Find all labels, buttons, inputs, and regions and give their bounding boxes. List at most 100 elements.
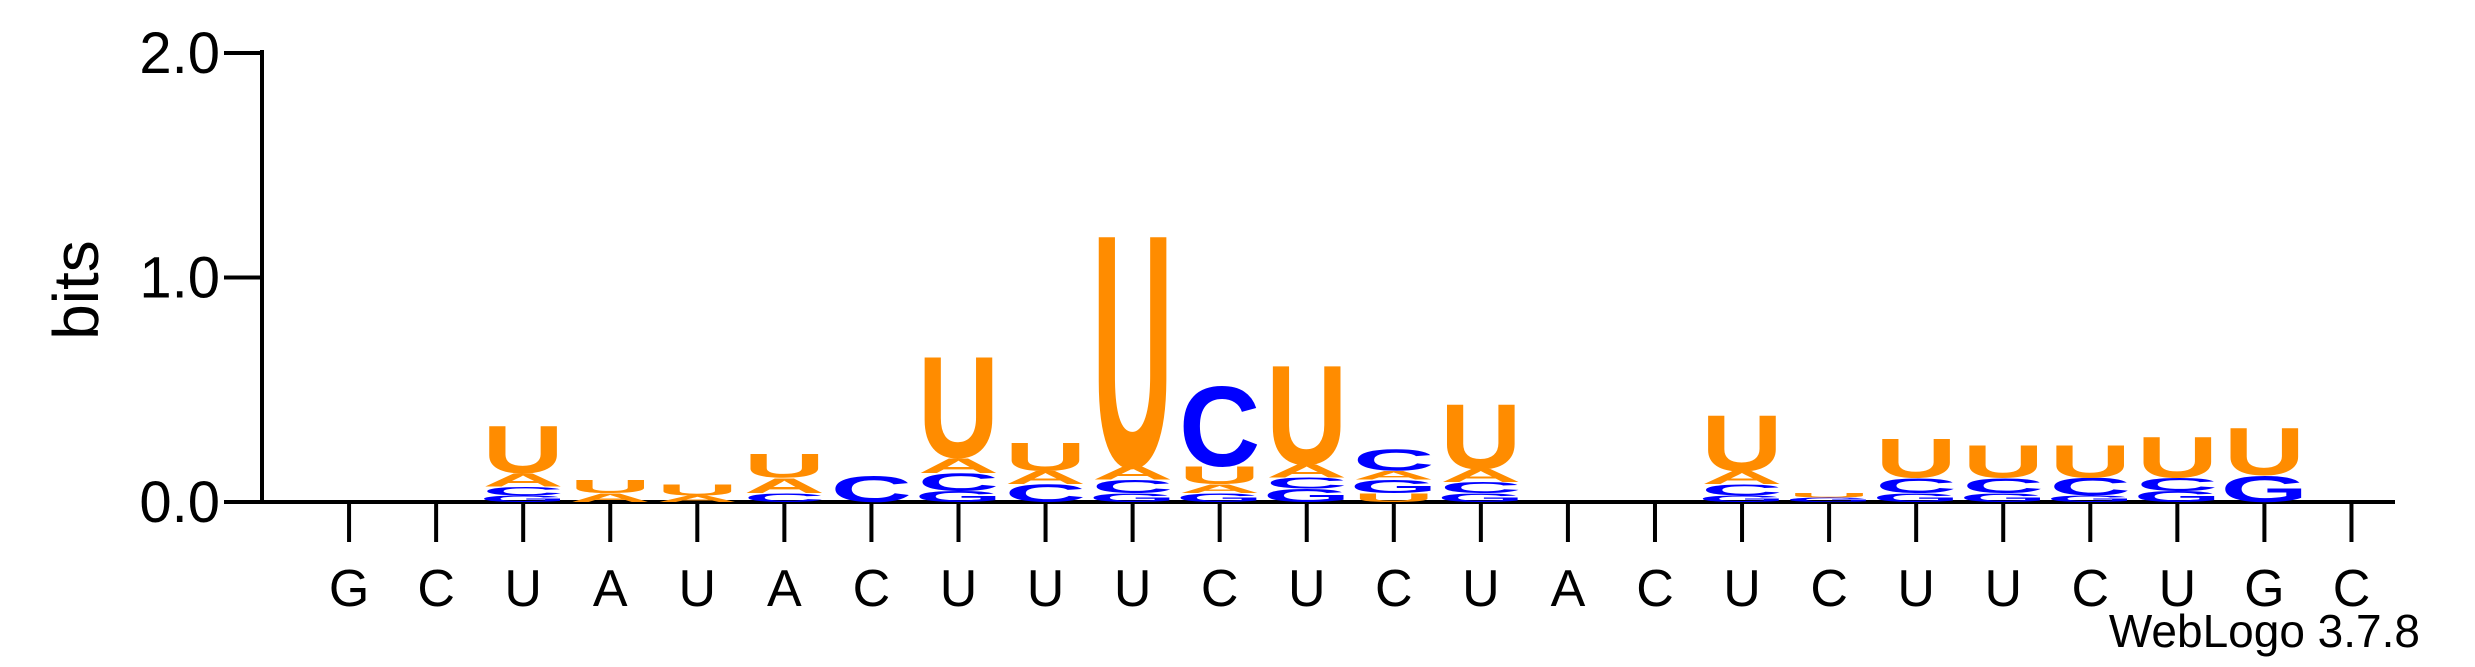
logo-letter-u: U: [1353, 491, 1434, 505]
x-tick-label: U: [504, 560, 542, 618]
logo-letter-c: C: [918, 469, 999, 497]
logo-letter-u: U: [918, 328, 999, 489]
logo-letter-u: U: [570, 477, 651, 498]
letter-stack: C: [831, 468, 912, 509]
logo-letter-g: G: [1176, 491, 1264, 505]
x-tick-label: G: [2244, 560, 2284, 618]
logo-letter-g: G: [1437, 491, 1525, 505]
logo-letter-a: A: [1092, 463, 1173, 484]
logo-letter-u: U: [1266, 336, 1347, 494]
logo-letter-c: C: [1179, 363, 1260, 490]
logo-letter-c: C: [483, 484, 564, 498]
x-tick-label: U: [1027, 560, 1065, 618]
logo-letter-c: C: [1440, 479, 1521, 496]
logo-letter-u: U: [1963, 436, 2044, 488]
logo-letter-u: U: [744, 447, 825, 485]
logo-letter-c: C: [1963, 474, 2044, 498]
logo-letter-a: A: [1005, 468, 1086, 489]
x-tick-label: U: [1897, 560, 1935, 618]
logo-letter-u: U: [2137, 425, 2218, 490]
logo-letter-a: A: [744, 474, 825, 498]
y-ticks: 0.0 1.0 2.0: [139, 21, 262, 535]
logo-letter-c: C: [2137, 474, 2218, 495]
logo-letter-a: A: [1353, 468, 1434, 482]
x-tick-label: U: [940, 560, 978, 618]
logo-letter-a: A: [657, 494, 738, 504]
x-tick-label: C: [1375, 560, 1413, 618]
x-tick-label: U: [1462, 560, 1500, 618]
x-tick-label: C: [853, 560, 891, 618]
logo-letter-a: A: [570, 491, 651, 505]
x-tick-label: U: [1984, 560, 2022, 618]
logo-letter-g: G: [1872, 491, 1960, 505]
logo-letter-c: C: [1092, 477, 1173, 498]
logo-letter-c: C: [1266, 475, 1347, 492]
x-tick-label: C: [2072, 560, 2110, 618]
logo-letter-u: U: [2224, 414, 2305, 490]
x-tick-label: C: [1201, 560, 1239, 618]
logo-letter-c: C: [1353, 443, 1434, 477]
letter-stack: GCU: [1872, 427, 1960, 504]
letter-stack: AU: [657, 481, 738, 504]
x-tick-label: U: [1114, 560, 1152, 618]
logo-letter-u: U: [657, 481, 738, 498]
letter-stack: GU: [2221, 414, 2309, 510]
logo-letter-c: C: [1005, 480, 1086, 508]
logo-letter-a: A: [1701, 468, 1782, 489]
y-tick-label: 0.0: [139, 470, 220, 535]
y-tick-label: 1.0: [139, 246, 220, 311]
logo-letter-g: G: [2221, 468, 2309, 509]
logo-letter-a: A: [1266, 461, 1347, 482]
letter-stack: GCU: [2134, 425, 2222, 505]
letter-stack: GCU: [2047, 436, 2134, 504]
logo-letter-c: C: [744, 491, 825, 505]
logo-letter-g: G: [1350, 477, 1438, 498]
y-axis-label: bits: [40, 240, 112, 340]
logo-letter-c: C: [1876, 474, 1957, 498]
x-tick-label: U: [1288, 560, 1326, 618]
logo-letter-g: G: [2047, 494, 2134, 504]
letter-stack: GCU: [1959, 436, 2047, 505]
logo-letter-g: G: [1959, 491, 2047, 505]
logo-letter-g: G: [2134, 488, 2222, 505]
logo-letter-u: U: [1440, 385, 1521, 488]
x-tick-label: A: [593, 560, 628, 618]
weblogo-credit: WebLogo 3.7.8: [2109, 605, 2420, 657]
x-tick-label: A: [1551, 560, 1586, 618]
logo-letter-a: A: [1179, 482, 1260, 496]
logo-letter-a: A: [483, 470, 564, 491]
letter-stack: CAU: [744, 447, 825, 505]
logo-letter-u: U: [1701, 398, 1782, 487]
x-tick-label: C: [2333, 560, 2371, 618]
logo-letter-u: U: [1788, 492, 1869, 499]
letter-stack: AU: [570, 477, 651, 505]
logo-letter-g: G: [1698, 494, 1785, 504]
x-tick-label: U: [679, 560, 717, 618]
letter-stack: GU: [1785, 492, 1873, 503]
logo-letter-u: U: [483, 412, 564, 488]
logo-letter-g: G: [1785, 496, 1873, 503]
x-tick-label: U: [1723, 560, 1761, 618]
logo-letter-u: U: [1179, 462, 1260, 490]
logo-letter-a: A: [918, 454, 999, 478]
logo-letter-u: U: [1876, 427, 1957, 489]
letter-stack: CAU: [1005, 435, 1086, 508]
logo-letter-g: G: [1089, 491, 1177, 505]
x-tick-label: G: [329, 560, 369, 618]
y-tick-label: 2.0: [139, 21, 220, 86]
logo-letter-u: U: [2050, 436, 2131, 488]
logo-letter-c: C: [1701, 481, 1782, 498]
logo-letter-a: A: [1440, 465, 1521, 486]
logo-letter-g: G: [479, 494, 566, 504]
x-tick-label: C: [417, 560, 455, 618]
logo-letter-c: C: [2050, 473, 2131, 501]
